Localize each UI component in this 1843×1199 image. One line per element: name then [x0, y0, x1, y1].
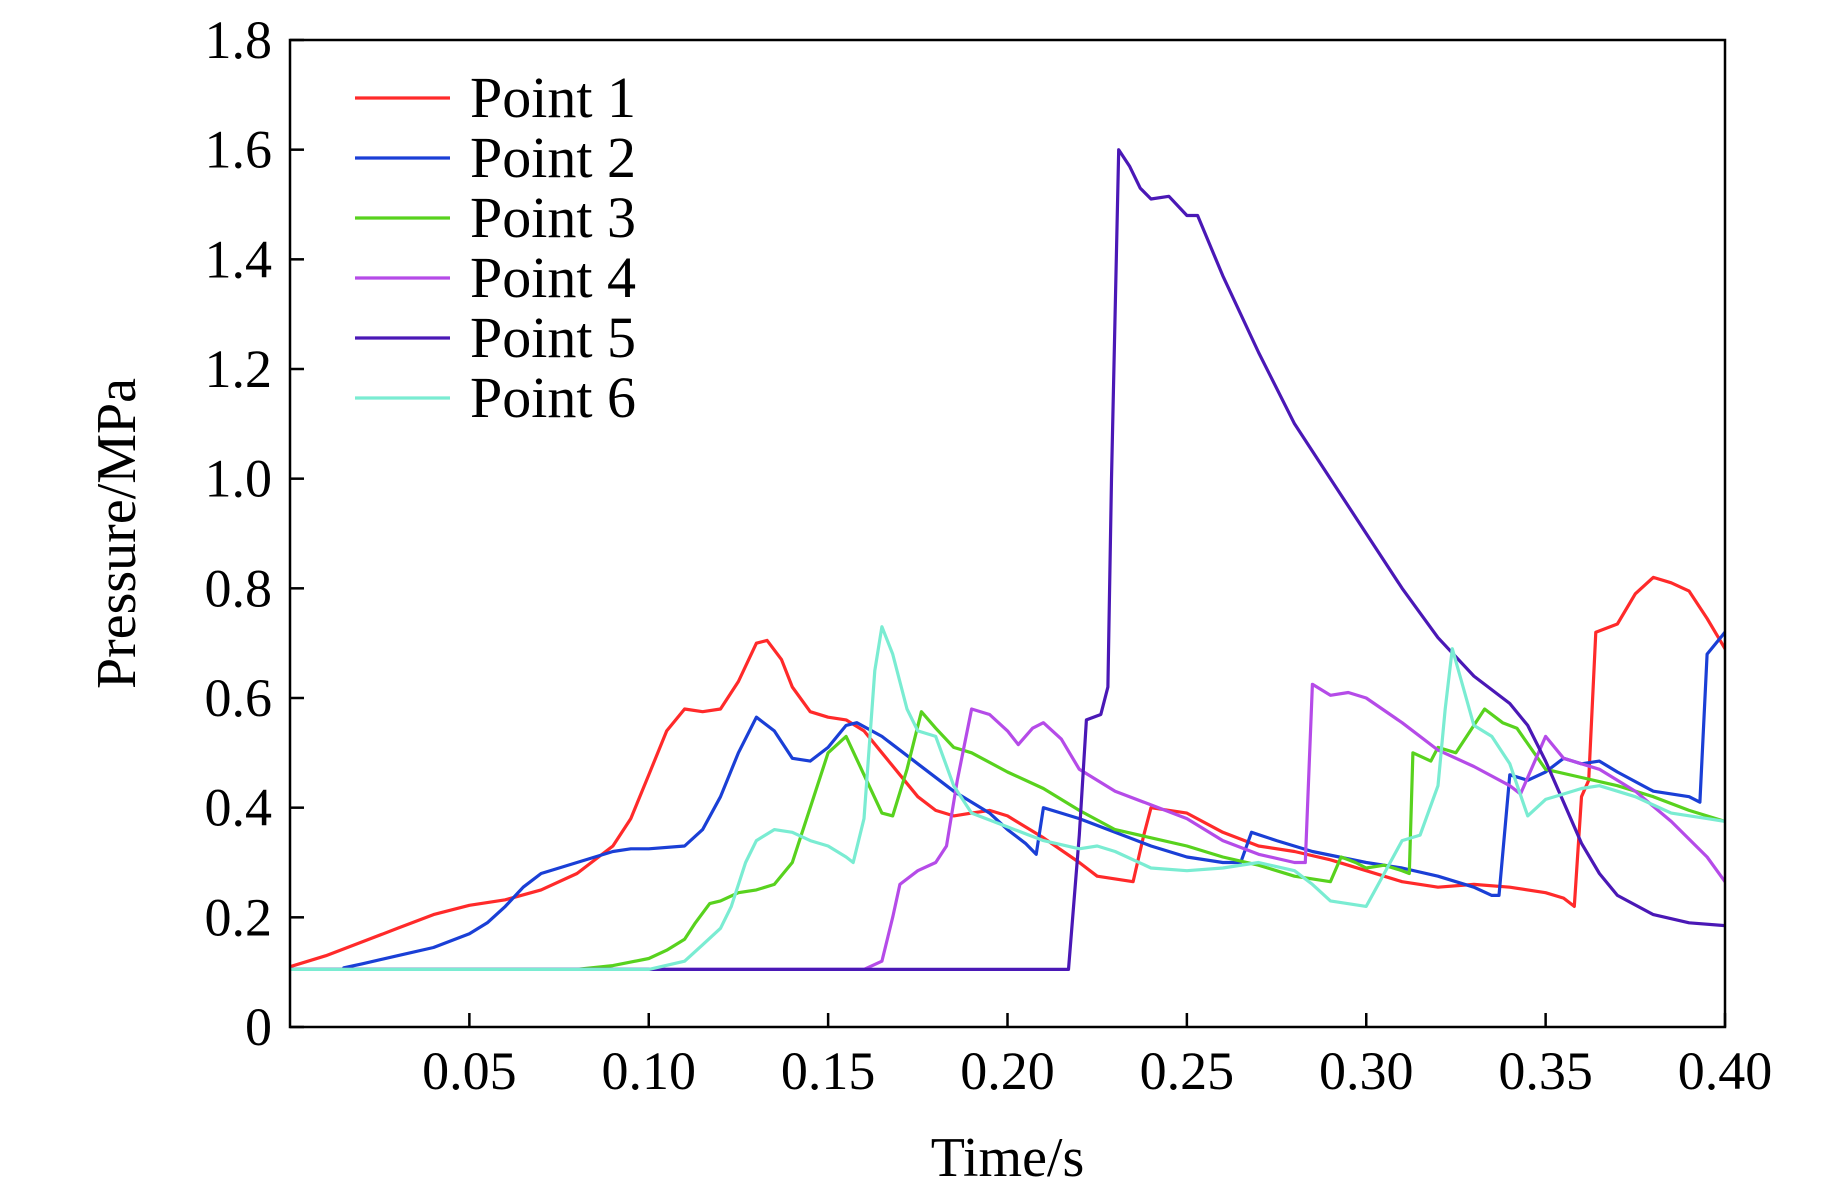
x-tick-label: 0.05 — [422, 1041, 517, 1101]
legend-label: Point 2 — [470, 125, 636, 190]
x-tick-label: 0.20 — [960, 1041, 1055, 1101]
legend-label: Point 4 — [470, 245, 636, 310]
legend-entry-point-2: Point 2 — [355, 125, 636, 190]
legend-entry-point-5: Point 5 — [355, 305, 636, 370]
y-tick-label: 1.0 — [205, 449, 273, 509]
series-line-point-3 — [290, 707, 1725, 972]
y-tick-label: 0.4 — [205, 778, 273, 838]
y-tick-label: 0.8 — [205, 558, 273, 618]
series-line-point-6 — [290, 625, 1725, 972]
legend-label: Point 1 — [470, 65, 636, 130]
legend-label: Point 5 — [470, 305, 636, 370]
legend-entry-point-4: Point 4 — [355, 245, 636, 310]
x-tick-label: 0.15 — [781, 1041, 876, 1101]
series-line-point-5 — [290, 148, 1725, 972]
legend-label: Point 3 — [470, 185, 636, 250]
x-tick-label: 0.30 — [1319, 1041, 1414, 1101]
series-line-point-4 — [290, 682, 1725, 972]
y-tick-label: 0 — [245, 997, 272, 1057]
y-tick-label: 0.6 — [205, 668, 273, 728]
legend-label: Point 6 — [470, 365, 636, 430]
y-tick-label: 1.2 — [205, 339, 273, 399]
x-tick-label: 0.40 — [1678, 1041, 1773, 1101]
tick-labels: 0.05 0.10 0.15 0.20 0.25 0.30 0.35 0.40 0 0.2 0.4 0… — [205, 10, 1773, 1101]
ticks-layer — [290, 38, 1727, 1029]
y-tick-label: 1.6 — [205, 120, 273, 180]
plot-area — [288, 38, 1727, 1029]
series-layer — [290, 148, 1725, 972]
y-tick-label: 0.2 — [205, 887, 273, 947]
series-line-point-2 — [342, 630, 1725, 970]
legend-entry-point-3: Point 3 — [355, 185, 636, 250]
y-tick-label: 1.8 — [205, 10, 273, 70]
x-axis-title: Time/s — [931, 1127, 1085, 1189]
y-axis-title: Pressure/MPa — [86, 378, 148, 689]
series-line-point-1 — [290, 575, 1725, 969]
y-tick-label: 1.4 — [205, 229, 273, 289]
x-tick-label: 0.35 — [1498, 1041, 1593, 1101]
x-tick-label: 0.25 — [1140, 1041, 1235, 1101]
legend-entry-point-1: Point 1 — [355, 65, 636, 130]
x-tick-label: 0.10 — [602, 1041, 697, 1101]
legend-entry-point-6: Point 6 — [355, 365, 636, 430]
